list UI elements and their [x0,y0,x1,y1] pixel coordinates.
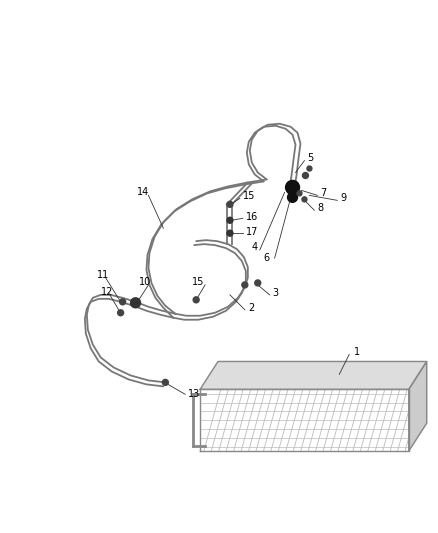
Circle shape [227,217,233,223]
Text: 15: 15 [243,191,255,201]
Circle shape [288,192,297,203]
Circle shape [227,230,233,236]
Circle shape [303,173,308,179]
Text: 8: 8 [318,203,324,213]
Circle shape [120,299,126,305]
Text: 12: 12 [101,287,113,297]
Text: 15: 15 [192,277,205,287]
Circle shape [118,310,124,316]
Text: 11: 11 [97,270,109,280]
Text: 13: 13 [188,389,201,399]
Circle shape [307,166,312,171]
Polygon shape [409,361,427,451]
Circle shape [297,191,302,196]
Circle shape [193,297,199,303]
Text: 10: 10 [138,277,151,287]
Circle shape [302,197,307,202]
Text: 6: 6 [264,253,270,263]
Polygon shape [200,361,427,389]
Text: 2: 2 [248,303,254,313]
Circle shape [131,298,141,308]
Text: 14: 14 [137,188,149,197]
Text: 5: 5 [307,152,314,163]
Text: 7: 7 [320,188,327,198]
Text: 1: 1 [354,346,360,357]
Text: 16: 16 [246,212,258,222]
Circle shape [242,282,248,288]
Text: 17: 17 [246,227,258,237]
Text: 4: 4 [252,242,258,252]
Text: 3: 3 [273,288,279,298]
Circle shape [255,280,261,286]
Circle shape [286,181,300,195]
Text: 9: 9 [340,193,346,204]
Circle shape [162,379,168,385]
Circle shape [227,201,233,207]
